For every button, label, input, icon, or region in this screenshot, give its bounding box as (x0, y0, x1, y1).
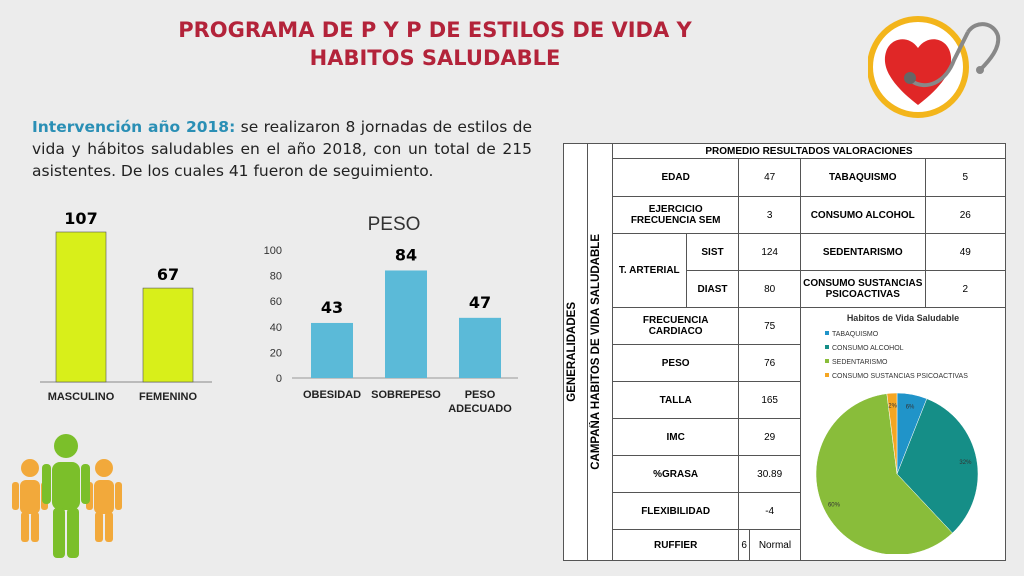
pie-slice (815, 393, 953, 554)
peso-bar (459, 317, 501, 378)
gender-bar (142, 287, 194, 383)
imc-label: IMC (611, 418, 740, 456)
peso-bar (385, 270, 427, 378)
psicoactivas-value: 2 (924, 270, 1007, 308)
psicoactivas-label: CONSUMO SUSTANCIAS PSICOACTIVAS (799, 270, 926, 308)
peso-y-tick: 40 (270, 322, 282, 334)
alcohol-value: 26 (924, 196, 1007, 234)
pie-legend-swatch (824, 359, 829, 363)
pie-slice-label: 2% (888, 403, 897, 409)
ruffier-num: 6 (738, 529, 750, 561)
heart-stethoscope-icon (868, 16, 1001, 118)
side-label-2-cell: CAMPAÑA HABITOS DE VIDA SALUDABLE (587, 143, 613, 561)
pie-legend-swatch (824, 331, 829, 335)
tarterial-label: T. ARTERIAL (611, 233, 687, 308)
title-line-2: HABITOS SALUDABLE (309, 46, 561, 70)
diast-label: DIAST (685, 270, 740, 308)
peso-y-tick: 60 (270, 296, 282, 308)
gender-category-label: MASCULINO (48, 391, 115, 403)
peso-category-label: ADECUADO (448, 403, 512, 415)
intro-lead: Intervención año 2018: (32, 118, 236, 136)
table-header: PROMEDIO RESULTADOS VALORACIONES (611, 143, 1007, 159)
intro-text: se realizaron 8 jornadas de estilos de v… (32, 118, 532, 180)
peso-category-label: OBESIDAD (303, 389, 361, 401)
pie-slice (886, 392, 898, 475)
intro-paragraph: Intervención año 2018: se realizaron 8 j… (32, 116, 532, 182)
peso-bar-value: 84 (395, 245, 417, 264)
pie-cell: Habitos de Vida Saludable TABAQUISMO CONS… (799, 307, 1007, 561)
peso-y-tick: 20 (270, 347, 282, 359)
pie-legend-swatch (824, 345, 829, 349)
grasa-value: 30.89 (738, 455, 801, 493)
peso-y-tick: 0 (276, 373, 282, 385)
side-label-1: GENERALIDADES (566, 302, 578, 402)
alcohol-label: CONSUMO ALCOHOL (799, 196, 926, 234)
pie-slice-label: 32% (959, 460, 972, 466)
tabaquismo-label: TABAQUISMO (799, 158, 926, 197)
sist-value: 124 (738, 233, 801, 271)
imc-value: 29 (738, 418, 801, 456)
peso-bar-value: 47 (469, 293, 491, 312)
edad-label: EDAD (611, 158, 740, 197)
peso-y-tick: 100 (264, 245, 282, 257)
gender-bar (55, 231, 107, 383)
pie-slice-label: 6% (906, 405, 915, 411)
pie-legend-label: CONSUMO SUSTANCIAS PSICOACTIVAS (832, 373, 968, 380)
pie-legend-label: SEDENTARISMO (832, 359, 888, 366)
talla-label: TALLA (611, 381, 740, 419)
peso-bar (311, 322, 353, 378)
ejercicio-label: EJERCICIO FRECUENCIA SEM (611, 196, 740, 234)
habits-pie-chart: Habitos de Vida Saludable TABAQUISMO CONS… (815, 313, 979, 554)
gender-bar-value: 107 (64, 209, 97, 228)
ruffier-label: RUFFIER (611, 529, 740, 561)
peso-chart-title: PESO (368, 214, 421, 235)
pie-title: Habitos de Vida Saludable (847, 313, 959, 323)
peso-category-label: PESO (465, 389, 496, 401)
peso-y-tick: 80 (270, 271, 282, 283)
flexibilidad-label: FLEXIBILIDAD (611, 492, 740, 530)
results-table: GENERALIDADES CAMPAÑA HABITOS DE VIDA SA… (562, 143, 1007, 561)
sedentarismo-value: 49 (924, 233, 1007, 271)
edad-value: 47 (738, 158, 801, 197)
people-group-icon (12, 434, 122, 558)
peso-bar-value: 43 (321, 298, 343, 317)
sist-label: SIST (685, 233, 740, 271)
frecuencia-value: 75 (738, 307, 801, 345)
talla-value: 165 (738, 381, 801, 419)
ruffier-value: Normal (748, 529, 801, 561)
gender-bar-chart: 107 MASCULINO 67 FEMENINO (40, 209, 212, 403)
pie-slice-label: 60% (828, 503, 841, 509)
peso-value: 76 (738, 344, 801, 382)
ejercicio-value: 3 (738, 196, 801, 234)
gender-category-label: FEMENINO (139, 391, 198, 403)
page-title: PROGRAMA DE P Y P DE ESTILOS DE VIDA Y H… (150, 16, 720, 72)
side-label-2: CAMPAÑA HABITOS DE VIDA SALUDABLE (590, 234, 603, 470)
side-label-1-cell: GENERALIDADES (562, 143, 589, 561)
diast-value: 80 (738, 270, 801, 308)
title-line-1: PROGRAMA DE P Y P DE ESTILOS DE VIDA Y (178, 18, 692, 42)
pie-slice (896, 398, 979, 534)
grasa-label: %GRASA (611, 455, 740, 493)
pie-legend-label: TABAQUISMO (832, 331, 879, 338)
gender-bar-value: 67 (157, 265, 179, 284)
pie-legend-swatch (824, 373, 829, 377)
peso-bar-chart: PESO 0 20 40 60 80 100 43 OBESIDAD 84 SOBREPESO 47… (264, 214, 518, 415)
frecuencia-label: FRECUENCIA CARDIACO (611, 307, 740, 345)
peso-category-label: SOBREPESO (371, 389, 441, 401)
pie-legend-label: CONSUMO ALCOHOL (832, 345, 904, 352)
sedentarismo-label: SEDENTARISMO (799, 233, 926, 271)
peso-label: PESO (611, 344, 740, 382)
flexibilidad-value: -4 (738, 492, 801, 530)
tabaquismo-value: 5 (924, 158, 1007, 197)
